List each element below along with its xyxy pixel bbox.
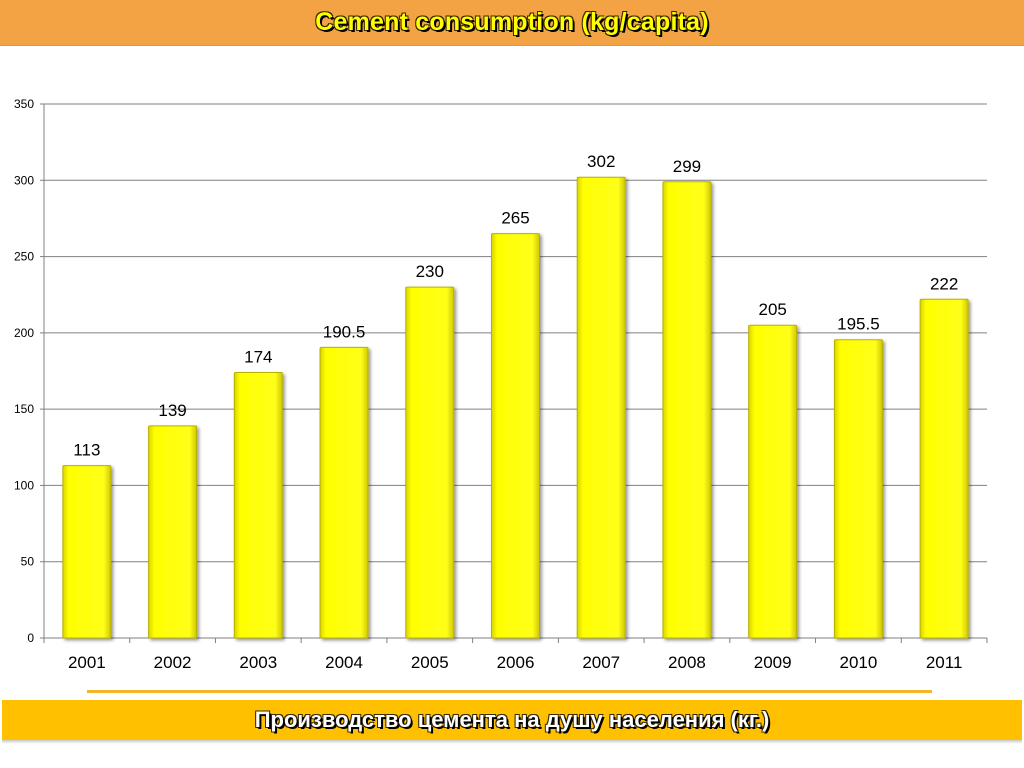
x-tick-label: 2011 <box>926 653 963 672</box>
chart-subtitle: Производство цемента на душу населения (… <box>254 707 770 732</box>
x-tick-label: 2004 <box>325 653 363 672</box>
bar-2011 <box>919 298 969 639</box>
bar-chart: 0 50 100 150 200 250 300 350 113 2001 139 2002 174 20… <box>14 97 988 672</box>
value-label: 222 <box>930 274 958 293</box>
value-label: 230 <box>416 262 444 281</box>
x-tick-label: 2010 <box>839 653 877 672</box>
x-tick-label: 2008 <box>668 653 706 672</box>
bar-2003 <box>233 372 283 639</box>
y-tick-label: 200 <box>14 326 34 340</box>
bar-2004 <box>319 346 369 639</box>
x-tick-label: 2001 <box>68 653 106 672</box>
subtitle-bar: Производство цемента на душу населения (… <box>2 700 1022 740</box>
y-tick-label: 350 <box>14 97 34 111</box>
bar-2001 <box>62 465 112 639</box>
x-tick-label: 2005 <box>411 653 449 672</box>
bar-2002 <box>148 425 198 639</box>
value-label: 190.5 <box>323 322 366 341</box>
value-label: 265 <box>501 209 529 228</box>
x-tick-label: 2003 <box>239 653 277 672</box>
bottom-shadow <box>2 740 1022 744</box>
bar-2008 <box>662 181 712 639</box>
y-tick-label: 250 <box>14 250 34 264</box>
bar-2006 <box>491 233 540 639</box>
value-label: 195.5 <box>837 315 880 334</box>
x-tick-label: 2006 <box>497 653 535 672</box>
bar-2007 <box>576 176 626 639</box>
value-label: 113 <box>73 441 100 460</box>
labels: 0 50 100 150 200 250 300 350 113 2001 139 2002 174 20… <box>14 97 962 672</box>
bar-2010 <box>833 339 883 639</box>
bar-2005 <box>405 286 455 639</box>
y-tick-label: 100 <box>14 478 34 492</box>
title-bar: Cement consumption (kg/capita) <box>0 0 1024 46</box>
x-tick-label: 2009 <box>754 653 792 672</box>
y-tick-label: 150 <box>14 402 34 416</box>
x-tick-label: 2007 <box>582 653 620 672</box>
y-tick-label: 300 <box>14 173 34 187</box>
y-tick-label: 50 <box>21 555 35 569</box>
value-label: 205 <box>758 300 786 319</box>
y-tick-label: 0 <box>27 631 34 645</box>
value-label: 302 <box>587 152 615 171</box>
x-tick-label: 2002 <box>154 653 192 672</box>
chart-title: Cement consumption (kg/capita) <box>315 8 709 36</box>
value-label: 139 <box>158 401 186 420</box>
divider-line <box>87 690 932 693</box>
value-label: 299 <box>673 157 701 176</box>
bar-2009 <box>748 324 798 639</box>
value-label: 174 <box>244 348 272 367</box>
bars <box>62 176 969 639</box>
